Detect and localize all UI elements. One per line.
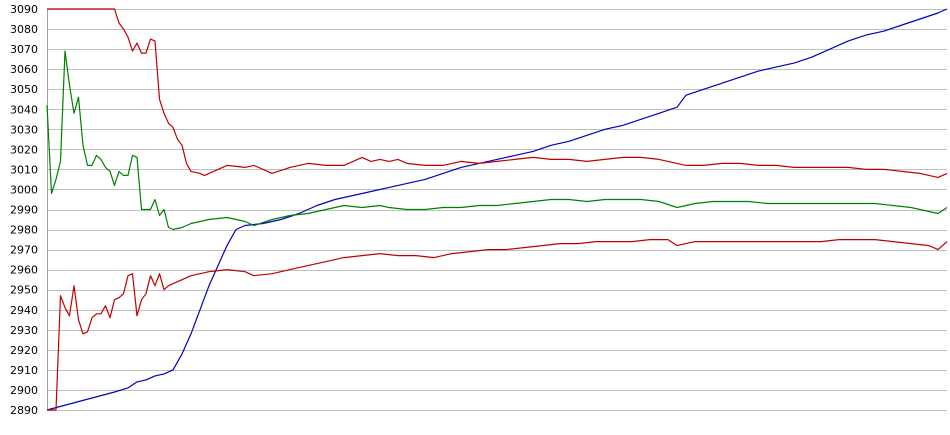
y-tick-label: 2920 — [10, 344, 38, 357]
y-tick-label: 3080 — [10, 23, 38, 36]
y-tick-label: 2950 — [10, 284, 38, 297]
series-lines — [46, 8, 948, 411]
y-tick-label: 2930 — [10, 324, 38, 337]
y-tick-label: 3020 — [10, 143, 38, 156]
y-tick-label: 3040 — [10, 103, 38, 116]
y-tick-label: 3010 — [10, 163, 38, 176]
y-tick-label: 2890 — [10, 404, 38, 417]
y-tick-label: 3030 — [10, 123, 38, 136]
y-tick-label: 3090 — [10, 3, 38, 16]
series-line-1 — [46, 8, 948, 411]
grid-lines — [47, 9, 947, 411]
series-line-3 — [46, 50, 948, 231]
y-tick-label: 2970 — [10, 244, 38, 257]
y-axis-tick-labels: 2890 2900 2910 2920 2930 2940 2950 2960 2970 2980… — [10, 3, 38, 417]
y-tick-label: 2940 — [10, 304, 38, 317]
y-tick-label: 3050 — [10, 83, 38, 96]
y-tick-label: 3070 — [10, 43, 38, 56]
y-tick-label: 2980 — [10, 224, 38, 237]
series-line-4 — [47, 239, 948, 411]
y-tick-label: 2900 — [10, 384, 38, 397]
y-tick-label: 2990 — [10, 204, 38, 217]
y-tick-label: 2960 — [10, 264, 38, 277]
series-line-2 — [47, 8, 948, 178]
y-tick-label: 3000 — [10, 183, 38, 196]
y-tick-label: 3060 — [10, 63, 38, 76]
y-tick-label: 2910 — [10, 364, 38, 377]
